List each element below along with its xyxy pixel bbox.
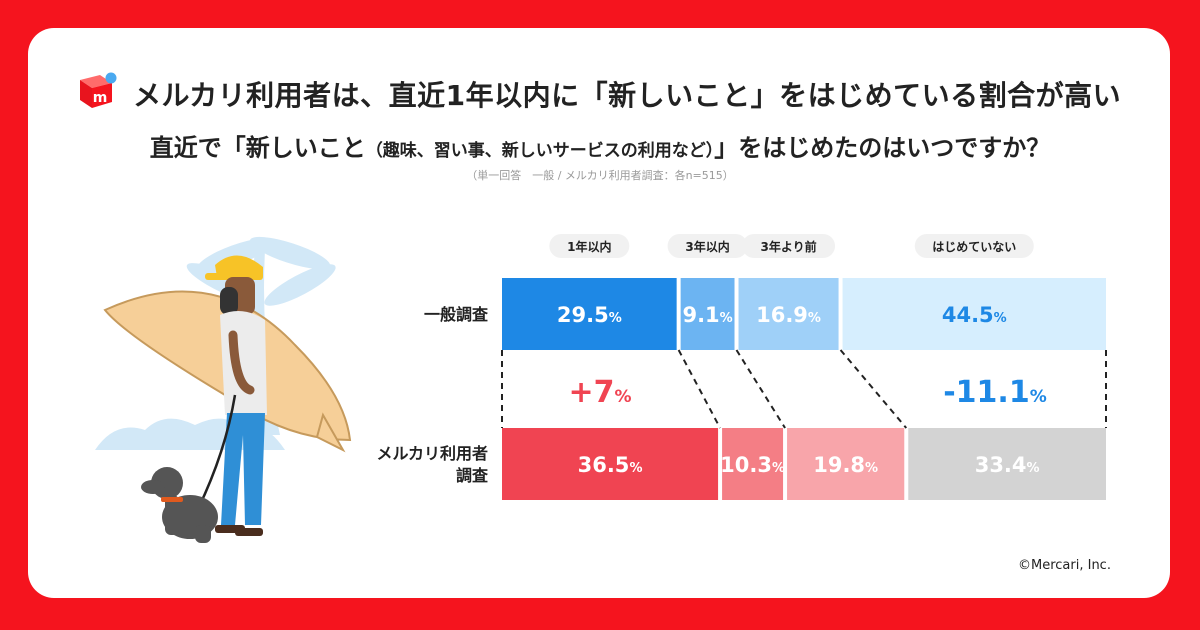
category-label-2: 3年より前: [760, 239, 816, 254]
category-pill-1: [667, 234, 748, 258]
question-text-1: 直近で「新しいこと: [149, 134, 366, 162]
bar-0-1: [680, 278, 735, 350]
copyright: ©Mercari, Inc.: [1018, 558, 1111, 573]
category-label-0: 1年以内: [567, 239, 611, 254]
connector-3: [839, 349, 908, 429]
connector-1: [677, 349, 721, 429]
bar-value-1-1: 10.3%: [720, 453, 785, 477]
bar-1-0: [502, 428, 719, 500]
bar-0-2: [738, 278, 839, 350]
bar-value-0-2: 16.9%: [756, 303, 821, 327]
connector-2: [735, 349, 786, 429]
person-icon: [205, 255, 267, 536]
bar-value-1-0: 36.5%: [578, 453, 643, 477]
bar-1-3: [908, 428, 1106, 500]
survey-note: （単一回答 一般 / メルカリ利用者調査：各n=515）: [466, 169, 734, 182]
bar-value-1-3: 33.4%: [975, 453, 1040, 477]
diff-annotation-0: +7%: [568, 375, 631, 410]
bar-value-0-0: 29.5%: [557, 303, 622, 327]
bar-value-0-3: 44.5%: [942, 303, 1007, 327]
category-pill-0: [549, 234, 630, 258]
category-label-3: はじめていない: [932, 240, 1016, 254]
mercari-logo-icon: m: [80, 72, 117, 108]
bar-1-2: [787, 428, 905, 500]
category-pill-3: [914, 234, 1034, 258]
surfer-illustration: [95, 236, 352, 543]
page-title: メルカリ利用者は、直近1年以内に「新しいこと」をはじめている割合が高い: [133, 79, 1122, 112]
dog-icon: [141, 394, 237, 543]
diff-annotation-1: -11.1%: [943, 375, 1047, 410]
bar-value-1-2: 19.8%: [813, 453, 878, 477]
series-label-0-0: 一般調査: [424, 305, 488, 324]
question-text-examples: （趣味、習い事、新しいサービスの利用など）: [365, 141, 715, 161]
bar-value-0-1: 9.1%: [682, 303, 732, 327]
category-label-1: 3年以内: [685, 239, 729, 254]
series-label-1-0: メルカリ利用者: [376, 444, 488, 463]
bar-1-1: [722, 428, 784, 500]
survey-question: 直近で「新しいこと（趣味、習い事、新しいサービスの利用など）」をはじめたのはいつ…: [0, 128, 1200, 163]
category-pill-2: [742, 234, 836, 258]
question-text-2: 」をはじめたのはいつですか？: [714, 134, 1051, 162]
bar-0-0: [502, 278, 677, 350]
series-label-1-1: 調査: [456, 466, 488, 485]
svg-text:m: m: [93, 90, 108, 106]
bar-0-3: [842, 278, 1106, 350]
